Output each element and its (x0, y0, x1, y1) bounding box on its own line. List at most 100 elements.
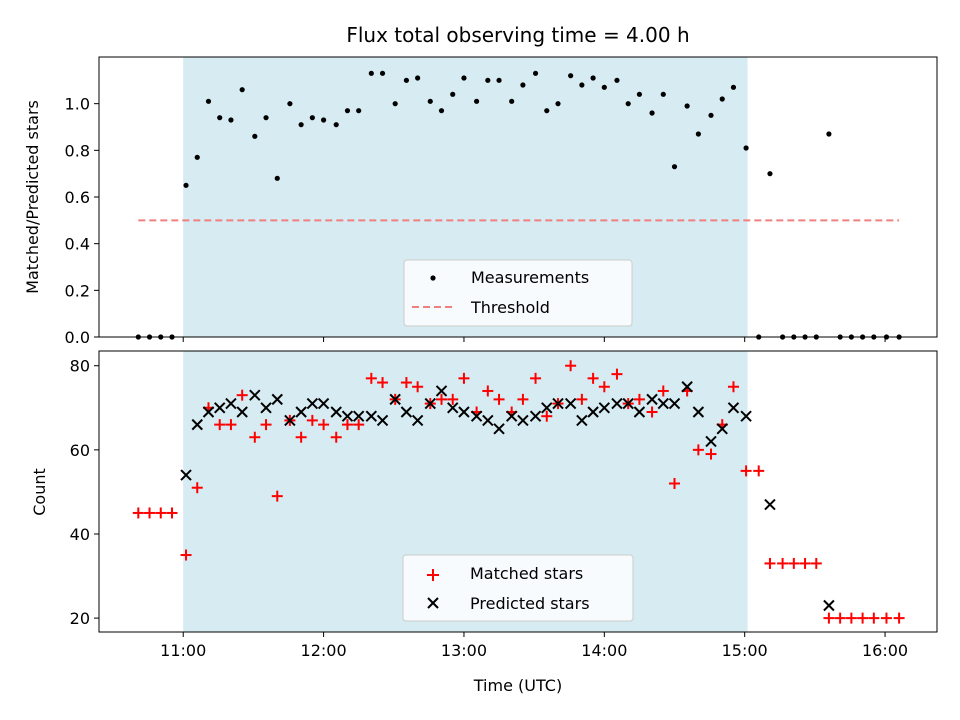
measurement-point (520, 82, 526, 88)
measurement-point (263, 115, 269, 121)
y-tick-label: 40 (70, 525, 90, 544)
x-tick-label: 16:00 (862, 641, 908, 660)
matched-star-point (777, 557, 789, 569)
matched-star-point (144, 507, 156, 519)
predicted-star-point (692, 406, 705, 418)
x-tick-label: 12:00 (301, 641, 347, 660)
predicted-star-point (271, 393, 283, 406)
predicted-star-point (541, 402, 553, 414)
matched-star-point (705, 448, 717, 460)
legend-measurements-marker (430, 275, 436, 281)
predicted-star-point (482, 414, 494, 427)
predicted-star-point (633, 406, 646, 418)
predicted-star-point (552, 397, 564, 410)
predicted-star-point (529, 410, 542, 422)
predicted-star-point (764, 498, 776, 511)
predicted-star-point (727, 402, 740, 414)
top-x-ticks (182, 337, 886, 342)
matched-star-point (225, 419, 237, 431)
measurement-point (379, 70, 386, 76)
matched-star-point (823, 612, 835, 624)
predicted-star-point (330, 406, 342, 418)
matched-star-point (306, 414, 318, 426)
measurement-point (695, 131, 701, 137)
bottom-axes-frame (98, 350, 938, 633)
matched-star-point (834, 612, 846, 624)
legend-threshold-label: Threshold (470, 298, 550, 317)
predicted-star-point (260, 402, 272, 414)
predicted-star-point (447, 402, 459, 414)
predicted-star-point (517, 414, 529, 427)
measurement-point (239, 87, 245, 93)
predicted-star-point (681, 381, 693, 393)
x-axis-label: Time (UTC) (473, 676, 562, 695)
x-tick-label: 11:00 (160, 641, 206, 660)
measurement-point (333, 122, 339, 128)
matched-star-point (400, 377, 412, 389)
measurement-point (403, 77, 410, 83)
predicted-star-point (657, 397, 669, 410)
predicted-star-point (740, 410, 752, 422)
matched-star-point (517, 393, 529, 405)
predicted-star-point (225, 397, 237, 410)
measurement-point (496, 77, 502, 83)
measurement-point (601, 84, 607, 90)
predicted-star-point (214, 402, 226, 414)
matched-star-point (646, 406, 658, 418)
legend-matched-label: Matched stars (470, 564, 583, 583)
measurement-point (427, 98, 433, 104)
predicted-star-point (505, 410, 518, 422)
predicted-star-point (341, 410, 354, 422)
predicted-star-point (587, 406, 599, 418)
matched-star-point (611, 368, 623, 380)
predicted-stars-points (180, 381, 835, 612)
predicted-star-point (376, 414, 389, 427)
matched-star-point (565, 360, 577, 372)
top-legend: Measurements Threshold (403, 259, 633, 327)
measurement-point (708, 112, 714, 118)
measurement-point (194, 154, 200, 160)
matched-star-point (180, 549, 192, 561)
legend-predicted-label: Predicted stars (470, 594, 590, 613)
top-y-ticks: 0.0 0.2 0.4 0.6 0.8 1.0 (65, 95, 99, 347)
matched-star-point (598, 381, 610, 393)
matched-star-point (353, 419, 365, 431)
predicted-star-point (493, 423, 505, 435)
measurement-point (205, 98, 212, 104)
measurement-point (671, 164, 678, 170)
measurement-point (320, 117, 327, 123)
predicted-star-point (564, 397, 577, 410)
predicted-star-point (668, 397, 681, 410)
chart-title: Flux total observing time = 4.00 h (346, 23, 689, 47)
measurements-points (135, 70, 902, 340)
predicted-star-point (823, 599, 835, 612)
measurement-point (392, 101, 398, 107)
measurement-point (450, 91, 456, 97)
x-tick-label: 14:00 (581, 641, 627, 660)
measurement-point (274, 175, 280, 181)
predicted-star-point (365, 410, 378, 422)
measurement-point (532, 70, 539, 76)
matched-star-point (810, 557, 822, 569)
matched-star-point (740, 465, 752, 477)
measurement-point (684, 103, 690, 109)
matched-star-point (249, 431, 261, 443)
predicted-star-point (458, 406, 470, 418)
matched-star-point (236, 389, 248, 401)
matched-star-point (868, 612, 880, 624)
predicted-star-point (284, 414, 296, 427)
measurement-point (660, 91, 666, 97)
matched-star-point (330, 431, 342, 443)
predicted-star-point (435, 385, 448, 397)
matched-star-point (753, 465, 765, 477)
bottom-legend-box (402, 554, 634, 622)
y-tick-label: 0.2 (65, 281, 90, 300)
matched-star-point (587, 372, 599, 384)
bottom-y-ticks: 20 40 60 80 (70, 357, 99, 628)
matched-star-point (166, 507, 178, 519)
measurement-point (461, 75, 467, 81)
y-tick-label: 0.0 (65, 328, 90, 347)
top-y-axis-label: Matched/Predicted stars (23, 100, 42, 294)
predicted-star-point (470, 410, 483, 422)
